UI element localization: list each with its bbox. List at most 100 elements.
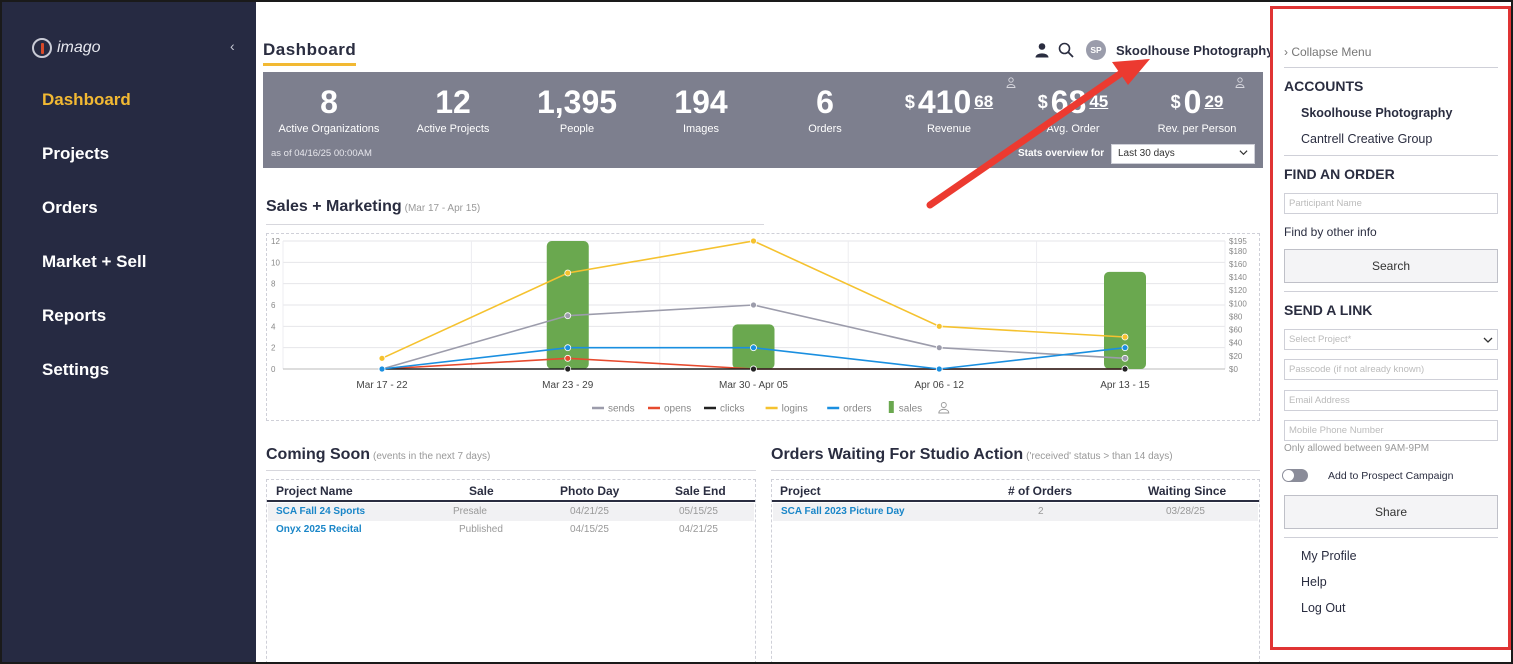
logins-point <box>750 237 757 245</box>
log-out-link[interactable]: Log Out <box>1301 601 1346 615</box>
y-axis-left-tick: 8 <box>271 280 276 289</box>
y-axis-left-tick: 4 <box>271 322 276 331</box>
table-row[interactable]: Onyx 2025 Recital Published 04/15/25 04/… <box>268 521 754 539</box>
stat-label: Images <box>682 123 720 135</box>
orders-waiting-title: Orders Waiting For Studio Action ('receiv… <box>771 446 1173 464</box>
mobile-phone-input[interactable]: Mobile Phone Number <box>1284 420 1498 441</box>
sidebar-item-reports[interactable]: Reports <box>42 306 107 325</box>
stat-label: Orders <box>808 123 842 135</box>
project-link[interactable]: Onyx 2025 Recital <box>276 524 362 535</box>
stat-value: 0 <box>1183 84 1202 120</box>
divider <box>771 470 1260 471</box>
y-axis-right-tick: $80 <box>1229 312 1243 321</box>
table-header: Project Name Sale Photo Day Sale End <box>267 480 755 502</box>
divider <box>1284 291 1498 292</box>
stat-value: 12 <box>435 84 471 120</box>
x-axis-tick-label: Apr 06 - 12 <box>915 380 965 391</box>
select-project-dropdown[interactable]: Select Project* <box>1284 329 1498 350</box>
imago-logo-icon <box>32 38 52 58</box>
y-axis-left-tick: 6 <box>271 301 276 310</box>
stat-money: $ 68 45 <box>1038 84 1109 120</box>
collapse-menu-button[interactable]: › Collapse Menu <box>1284 45 1372 59</box>
sidebar-item-projects[interactable]: Projects <box>42 144 110 163</box>
prospect-campaign-toggle[interactable] <box>1282 469 1308 482</box>
account-item-skoolhouse[interactable]: Skoolhouse Photography <box>1301 106 1453 120</box>
sale-end: 05/15/25 <box>679 506 718 517</box>
my-profile-link[interactable]: My Profile <box>1301 549 1357 563</box>
passcode-input[interactable]: Passcode (if not already known) <box>1284 359 1498 380</box>
clicks-point <box>750 365 757 373</box>
sidebar-item-orders[interactable]: Orders <box>42 198 98 217</box>
email-input[interactable]: Email Address <box>1284 390 1498 411</box>
clicks-point <box>1121 365 1129 373</box>
stat-people: 1,395 People <box>512 84 642 135</box>
sends-point <box>1121 354 1129 362</box>
sales-marketing-title: Sales + Marketing (Mar 17 - Apr 15) <box>266 198 480 216</box>
sales-bar <box>546 241 589 369</box>
search-button[interactable]: Search <box>1284 249 1498 283</box>
chevron-down-icon <box>1483 337 1493 343</box>
sidebar-item-market-sell[interactable]: Market + Sell <box>42 252 147 271</box>
orders-waiting-table: Project # of Orders Waiting Since SCA Fa… <box>771 479 1260 662</box>
column-header[interactable]: Sale End <box>675 484 726 498</box>
stat-avg-order: $ 68 45 Avg. Order <box>1008 84 1138 135</box>
logo-text: imago <box>57 39 101 56</box>
project-link[interactable]: SCA Fall 2023 Picture Day <box>781 506 905 517</box>
order-count: 2 <box>1038 506 1044 517</box>
stat-cents: 45 <box>1089 92 1109 111</box>
logins-point <box>935 322 943 330</box>
stats-banner: 8 Active Organizations 12 Active Project… <box>263 72 1263 168</box>
sales-title-text: Sales + Marketing <box>266 198 402 215</box>
opens-point <box>564 354 572 362</box>
avatar[interactable]: SP <box>1086 40 1106 60</box>
sale-status: Presale <box>453 506 487 517</box>
search-icon[interactable] <box>1058 42 1074 58</box>
prospect-campaign-label: Add to Prospect Campaign <box>1328 470 1454 482</box>
column-header[interactable]: Project <box>780 484 821 498</box>
help-link[interactable]: Help <box>1301 575 1327 589</box>
divider <box>1284 67 1498 68</box>
coming-soon-table: Project Name Sale Photo Day Sale End SCA… <box>266 479 756 662</box>
y-axis-right-tick: $100 <box>1229 299 1247 308</box>
legend-label: logins <box>782 404 808 415</box>
stat-value: 68 <box>1050 84 1087 120</box>
stats-period-value: Last 30 days <box>1118 148 1175 159</box>
stat-money: $ 0 29 <box>1171 84 1224 120</box>
photo-day: 04/15/25 <box>570 524 609 535</box>
header-actions: SP Skoolhouse Photography <box>1034 40 1273 60</box>
column-header[interactable]: # of Orders <box>1008 484 1073 498</box>
stat-orders: 6 Orders <box>760 84 890 135</box>
column-header[interactable]: Photo Day <box>560 484 620 498</box>
logins-point <box>564 269 572 277</box>
stat-cents: 68 <box>974 92 994 111</box>
share-button[interactable]: Share <box>1284 495 1498 529</box>
table-row[interactable]: SCA Fall 24 Sports Presale 04/21/25 05/1… <box>268 503 754 521</box>
project-link[interactable]: SCA Fall 24 Sports <box>276 506 366 517</box>
stat-label: Active Organizations <box>278 123 380 135</box>
person-icon[interactable] <box>1034 42 1050 58</box>
sidebar-item-settings[interactable]: Settings <box>42 360 110 379</box>
orders-waiting-subtitle: ('received' status > than 14 days) <box>1026 451 1173 462</box>
orders-point <box>378 365 386 373</box>
orders-waiting-title-text: Orders Waiting For Studio Action <box>771 446 1024 463</box>
account-item-cantrell[interactable]: Cantrell Creative Group <box>1301 132 1433 146</box>
table-row[interactable]: SCA Fall 2023 Picture Day 2 03/28/25 <box>773 503 1258 521</box>
logo[interactable]: imago <box>32 38 101 58</box>
participant-name-input[interactable]: Participant Name <box>1284 193 1498 214</box>
account-name[interactable]: Skoolhouse Photography <box>1116 42 1274 58</box>
divider <box>1284 155 1498 156</box>
stats-period-select[interactable]: Last 30 days <box>1111 144 1255 164</box>
y-axis-right-tick: $120 <box>1229 286 1247 295</box>
sends-point <box>750 301 757 309</box>
sales-date-range: (Mar 17 - Apr 15) <box>404 203 481 214</box>
column-header[interactable]: Sale <box>469 484 494 498</box>
collapse-menu-label: Collapse Menu <box>1291 45 1372 59</box>
table-header: Project # of Orders Waiting Since <box>772 480 1259 502</box>
y-axis-left-tick: 2 <box>271 344 276 353</box>
sidebar-item-dashboard[interactable]: Dashboard <box>42 90 131 109</box>
person-outline-icon <box>940 402 947 408</box>
column-header[interactable]: Project Name <box>276 484 353 498</box>
chevron-left-icon[interactable]: ‹ <box>230 38 235 54</box>
column-header[interactable]: Waiting Since <box>1148 484 1227 498</box>
find-by-other-info-link[interactable]: Find by other info <box>1284 225 1377 239</box>
